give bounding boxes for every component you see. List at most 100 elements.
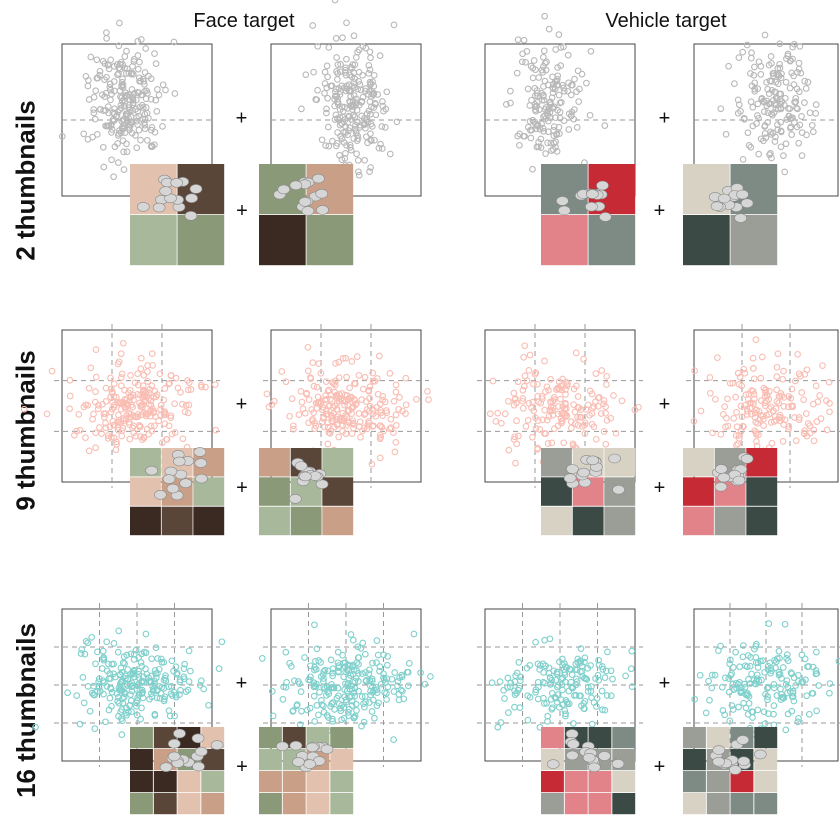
scatter-point [343, 55, 350, 63]
thumbnail-image [541, 727, 636, 815]
scatter-point [366, 48, 374, 56]
scatter-point [559, 686, 566, 694]
scatter-point [522, 423, 530, 430]
scatter-point [107, 96, 114, 104]
scatter-point [362, 133, 370, 141]
thumbnail-tile [330, 793, 354, 815]
scatter-point [108, 385, 115, 393]
scatter-point [122, 415, 130, 423]
scatter-point [532, 425, 540, 432]
scatter-point [283, 679, 290, 686]
scatter-point [545, 413, 553, 420]
scatter-point [725, 675, 733, 682]
scatter-point [141, 88, 148, 95]
scatter-point [776, 64, 784, 72]
scatter-point [130, 58, 138, 65]
thumbnail-tile [259, 793, 282, 815]
fixation-marker [173, 456, 186, 467]
scatter-point [118, 370, 126, 378]
scatter-point [351, 712, 359, 720]
scatter-point [573, 88, 580, 95]
scatter-point [168, 692, 176, 699]
fixation-marker [557, 205, 571, 216]
scatter-point [736, 679, 743, 686]
scatter-point [153, 108, 161, 115]
scatter-point [714, 354, 721, 361]
scatter-point [513, 417, 520, 425]
scatter-point [89, 415, 96, 423]
scatter-point [758, 353, 766, 361]
scatter-point [87, 364, 95, 372]
scatter-point [576, 692, 583, 700]
scatter-point [598, 367, 606, 374]
scatter-point [332, 142, 340, 150]
scatter-point [359, 670, 366, 677]
scatter-point [110, 640, 118, 647]
scatter-point [801, 655, 809, 663]
scatter-point [726, 656, 734, 664]
scatter-point [141, 119, 148, 126]
scatter-point [80, 699, 88, 707]
scatter-point [130, 656, 138, 663]
scatter-point [196, 681, 204, 689]
scatter-point [108, 156, 115, 164]
scatter-point [80, 403, 88, 411]
thumbnail-tile [130, 771, 153, 793]
scatter-point [395, 690, 403, 698]
scatter-point [168, 657, 176, 665]
scatter-point [200, 685, 208, 693]
scatter-point [108, 126, 116, 133]
scatter-point [586, 111, 594, 119]
scatter-point [774, 350, 782, 358]
scatter-point [724, 395, 731, 403]
scatter-point [782, 726, 790, 734]
scatter-point [541, 59, 549, 67]
scatter-point [129, 99, 137, 107]
scatter-point [553, 81, 561, 89]
scatter-point [780, 367, 787, 375]
scatter-point [721, 674, 729, 682]
scatter-point [361, 411, 368, 418]
fixation-marker [170, 178, 183, 188]
scatter-point [309, 359, 317, 366]
scatter-point [795, 416, 803, 424]
fixation-marker [195, 746, 208, 757]
scatter-point [20, 405, 28, 413]
scatter-point [142, 45, 150, 52]
scatter-point [779, 375, 787, 383]
scatter-point [318, 136, 326, 144]
scatter-point [103, 35, 110, 42]
scatter-point [560, 666, 568, 673]
thumbnail-tile [683, 506, 714, 536]
scatter-point [549, 85, 557, 93]
thumbnail-tile [541, 448, 572, 477]
thumbnail-tile [612, 727, 636, 749]
scatter-point [691, 695, 699, 703]
scatter-point [726, 717, 734, 725]
scatter-point [307, 375, 315, 382]
scatter-point [492, 418, 500, 425]
thumbnail-tile [177, 215, 225, 266]
fixation-marker [298, 197, 312, 207]
fixation-marker [193, 447, 207, 457]
scatter-point [302, 71, 310, 79]
scatter-point [562, 386, 569, 393]
scatter-point [607, 667, 615, 675]
scatter-point [107, 684, 114, 692]
scatter-point [722, 130, 730, 138]
scatter-point [171, 90, 179, 97]
scatter-point [342, 64, 349, 72]
scatter-point [327, 656, 335, 664]
scatter-point [358, 722, 365, 730]
scatter-point [367, 103, 375, 111]
scatter-point [569, 684, 577, 691]
scatter-point [587, 47, 595, 55]
scatter-point [391, 669, 399, 676]
scatter-point [738, 684, 745, 692]
scatter-point [524, 416, 532, 424]
scatter-point [524, 692, 532, 700]
scatter-point [135, 74, 143, 82]
scatter-point [339, 34, 346, 42]
scatter-point [123, 651, 131, 659]
scatter-point [333, 68, 340, 75]
